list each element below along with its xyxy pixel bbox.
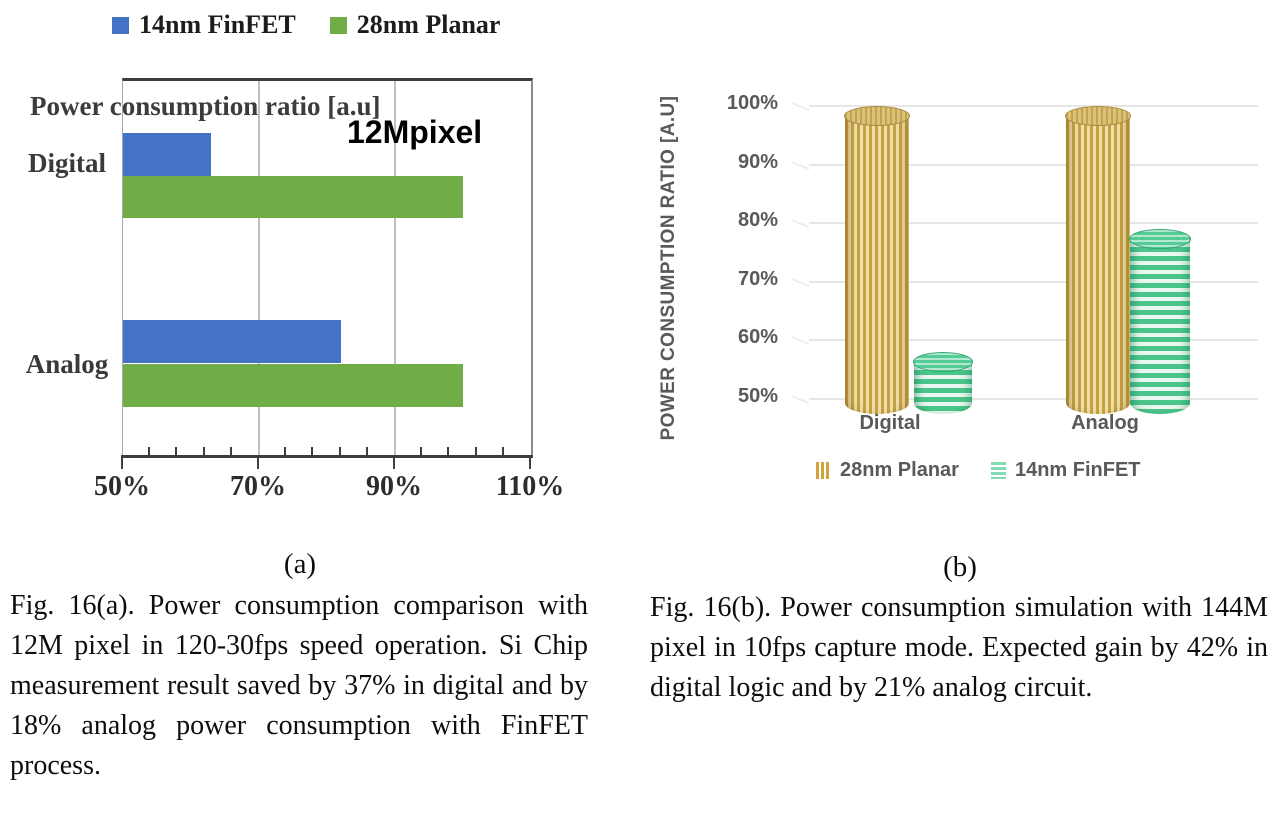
gridline bbox=[809, 105, 1258, 107]
x-tick-label: 70% bbox=[230, 471, 286, 502]
panel-b-plot-area: Digital Analog bbox=[788, 90, 1258, 434]
bar-analog-28nm-planar bbox=[123, 364, 463, 407]
major-tick bbox=[257, 455, 259, 469]
minor-tick bbox=[365, 447, 368, 455]
legend-label: 14nm FinFET bbox=[1014, 459, 1141, 481]
panel-a-label: (a) bbox=[283, 548, 317, 580]
gridline bbox=[809, 280, 1258, 283]
category-label-analog: Analog bbox=[25, 349, 109, 379]
gridline-3d-lead bbox=[791, 160, 810, 170]
minor-tick bbox=[202, 447, 205, 455]
panel-b-legend: 28nm Planar 14nm FinFET bbox=[816, 459, 1141, 482]
gridline bbox=[394, 81, 396, 458]
minor-tick bbox=[175, 447, 178, 455]
planar-swatch-icon bbox=[329, 16, 347, 34]
legend-label: 14nm FinFET bbox=[139, 10, 296, 39]
cylinder-analog-28nm-planar bbox=[1065, 106, 1131, 414]
panel-b-caption: Fig. 16(b). Power consumption simulation… bbox=[650, 592, 1268, 703]
legend-label: 28nm Planar bbox=[356, 10, 501, 39]
legend-item-planar: 28nm Planar bbox=[329, 10, 501, 40]
minor-tick bbox=[474, 447, 477, 455]
major-tick bbox=[529, 455, 531, 469]
minor-tick bbox=[338, 447, 341, 455]
gridline bbox=[809, 339, 1258, 342]
legend-item-finfet: 14nm FinFET bbox=[112, 10, 296, 40]
panel-b-y-axis-title: POWER CONSUMPTION RATIO [A.U] bbox=[658, 95, 679, 441]
x-tick-label: 50% bbox=[94, 471, 150, 502]
category-label-digital: Digital bbox=[859, 412, 921, 434]
gridline-3d-lead bbox=[791, 336, 810, 346]
category-label-digital: Digital bbox=[28, 148, 106, 178]
gridline bbox=[258, 81, 260, 458]
panel-a-legend: 14nm FinFET 28nm Planar bbox=[112, 10, 500, 40]
y-tick-label: 50% bbox=[737, 385, 778, 407]
bar-digital-28nm-planar bbox=[123, 176, 463, 218]
cylinder-analog-14nm-finfet bbox=[1129, 229, 1191, 414]
gridline-3d-lead bbox=[791, 101, 810, 111]
minor-tick bbox=[229, 447, 232, 455]
panel-a-annotation: 12Mpixel bbox=[347, 114, 483, 150]
panel-a-x-axis: 50% 70% 90% 110% bbox=[94, 447, 564, 502]
minor-tick bbox=[447, 447, 450, 455]
major-tick bbox=[121, 455, 123, 469]
y-tick-label: 80% bbox=[737, 209, 778, 232]
cylinder-digital-14nm-finfet bbox=[913, 352, 973, 414]
y-tick-label: 70% bbox=[737, 267, 778, 290]
bar-analog-14nm-finfet bbox=[123, 320, 341, 363]
legend-item-finfet: 14nm FinFET bbox=[990, 459, 1141, 482]
y-tick-label: 90% bbox=[737, 150, 778, 173]
gridline bbox=[809, 222, 1258, 225]
finfet-striped-swatch-icon bbox=[990, 462, 1006, 479]
panel-b-y-tick-labels: 100% 90% 80% 70% 60% 50% bbox=[698, 90, 778, 430]
category-label-analog: Analog bbox=[1071, 412, 1139, 434]
legend-item-planar: 28nm Planar bbox=[816, 459, 959, 482]
x-tick-label: 90% bbox=[366, 471, 422, 502]
y-tick-label: 60% bbox=[737, 326, 778, 349]
minor-tick bbox=[311, 447, 314, 455]
major-tick bbox=[393, 455, 395, 469]
bar-digital-14nm-finfet bbox=[123, 133, 212, 176]
gridline-3d-lead bbox=[791, 394, 810, 404]
minor-tick bbox=[420, 447, 423, 455]
panel-a-chart-title: Power consumption ratio [a.u] bbox=[30, 91, 381, 121]
gridline bbox=[809, 398, 1258, 400]
cylinder-digital-28nm-planar bbox=[844, 106, 910, 414]
gridline-3d-lead bbox=[791, 277, 810, 287]
x-tick-label: 110% bbox=[495, 471, 565, 502]
gridline bbox=[809, 163, 1258, 166]
gridline-3d-lead bbox=[791, 219, 810, 229]
minor-tick bbox=[148, 447, 151, 455]
minor-tick bbox=[284, 447, 287, 455]
y-tick-label: 100% bbox=[726, 92, 778, 114]
panel-b-label: (b) bbox=[943, 551, 977, 583]
planar-striped-swatch-icon bbox=[816, 462, 831, 479]
minor-tick bbox=[501, 447, 504, 455]
panel-a-caption: Fig. 16(a). Power consumption comparison… bbox=[10, 590, 588, 781]
legend-label: 28nm Planar bbox=[840, 459, 959, 481]
finfet-swatch-icon bbox=[112, 16, 129, 34]
panel-a-plot-area bbox=[122, 78, 533, 458]
